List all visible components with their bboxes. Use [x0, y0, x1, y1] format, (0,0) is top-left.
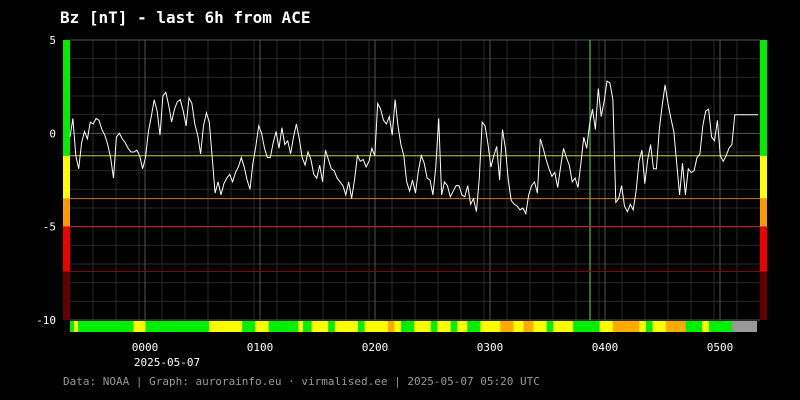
- color-bar-segment: [702, 321, 710, 332]
- y-tick-label: 0: [49, 127, 56, 140]
- color-bar-segment: [599, 321, 614, 332]
- x-tick-label: 0300: [477, 341, 504, 354]
- color-bar-segment: [311, 321, 329, 332]
- color-bar-segment: [145, 321, 210, 332]
- color-bar-segment: [513, 321, 524, 332]
- color-bar-segment: [450, 321, 458, 332]
- color-bar-segment: [665, 321, 687, 332]
- x-date-label: 2025-05-07: [134, 356, 200, 369]
- color-bar-segment: [685, 321, 703, 332]
- color-bar-segment: [639, 321, 647, 332]
- left-scale-bar: [63, 226, 70, 272]
- color-bar-segment: [708, 321, 733, 332]
- y-tick-label: -5: [43, 221, 56, 234]
- color-bar-segment: [70, 321, 75, 332]
- color-bar-segment: [401, 321, 415, 332]
- x-tick-label: 0400: [592, 341, 619, 354]
- color-bar-segment: [387, 321, 395, 332]
- y-tick-label: 5: [49, 34, 56, 47]
- left-scale-bar: [63, 271, 70, 320]
- color-bar-segment: [523, 321, 534, 332]
- color-bar-segment: [573, 321, 601, 332]
- color-bar-segment: [334, 321, 359, 332]
- left-scale-bar: [63, 40, 70, 156]
- left-scale-bar: [63, 155, 70, 199]
- color-bar-segment: [298, 321, 304, 332]
- color-bar-segment: [133, 321, 146, 332]
- color-bar-segment: [364, 321, 389, 332]
- color-bar-segment: [437, 321, 452, 332]
- x-tick-label: 0100: [247, 341, 274, 354]
- right-scale-bar: [760, 40, 767, 156]
- color-bar-segment: [255, 321, 270, 332]
- color-bar-segment: [328, 321, 336, 332]
- color-bar-segment: [268, 321, 299, 332]
- right-scale-bar: [760, 198, 767, 227]
- color-bar-segment: [645, 321, 654, 332]
- right-scale-bar: [760, 226, 767, 272]
- x-tick-label: 0000: [132, 341, 159, 354]
- x-tick-label: 0200: [362, 341, 389, 354]
- chart-footer: Data: NOAA | Graph: aurorainfo.eu · virm…: [63, 375, 540, 388]
- color-bar-segment: [73, 321, 79, 332]
- bz-series-line: [69, 80, 758, 216]
- color-bar-segment: [414, 321, 432, 332]
- color-bar-segment: [533, 321, 548, 332]
- right-scale-bar: [760, 271, 767, 320]
- color-bar-segment: [480, 321, 501, 332]
- color-bar-segment: [652, 321, 667, 332]
- color-bar-segment: [553, 321, 574, 332]
- color-bar-segment: [430, 321, 438, 332]
- chart-title: Bz [nT] - last 6h from ACE: [60, 8, 311, 27]
- right-scale-bar: [760, 155, 767, 199]
- color-bar-segment: [303, 321, 313, 332]
- color-bar-segment: [612, 321, 640, 332]
- color-bar-segment: [500, 321, 515, 332]
- color-bar-segment: [209, 321, 243, 332]
- color-bar-segment: [546, 321, 554, 332]
- left-scale-bar: [63, 198, 70, 227]
- y-tick-label: -10: [36, 314, 56, 327]
- color-bar-segment: [77, 321, 135, 332]
- color-bar-segment: [357, 321, 366, 332]
- color-bar-segment: [457, 321, 468, 332]
- color-bar-segment: [394, 321, 402, 332]
- color-bar-no-data: [732, 321, 757, 332]
- x-tick-label: 0500: [707, 341, 734, 354]
- color-bar-segment: [467, 321, 481, 332]
- color-bar-segment: [242, 321, 256, 332]
